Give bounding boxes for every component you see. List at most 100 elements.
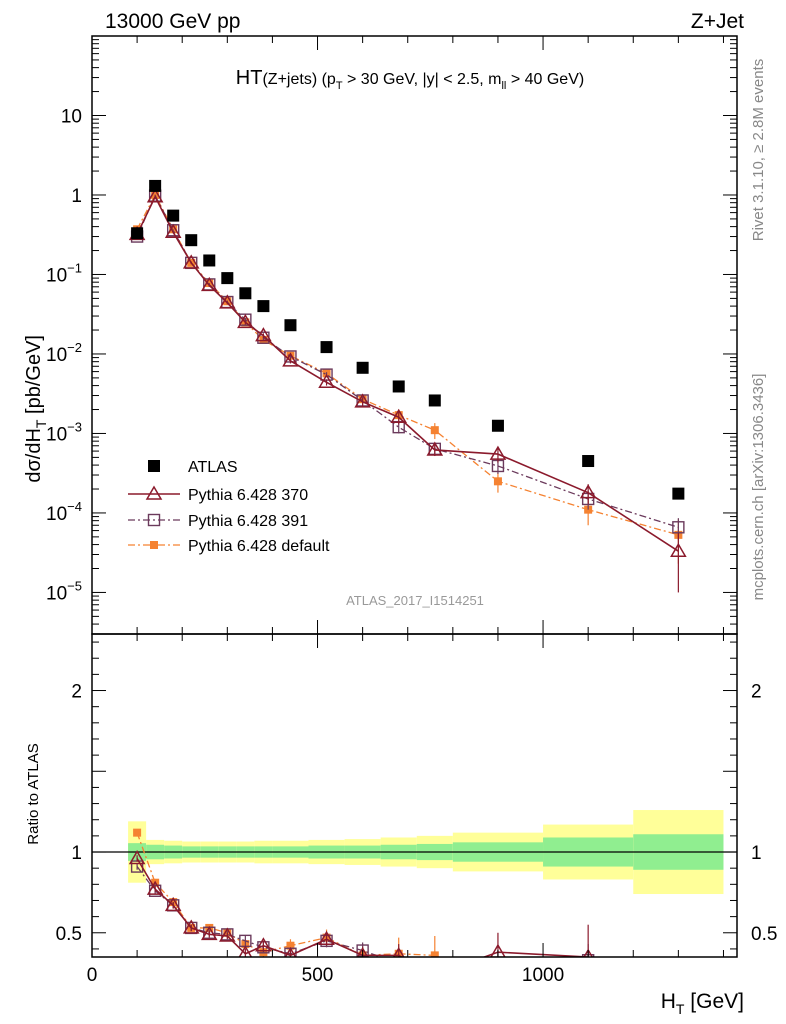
data-point [320,341,333,354]
ratio-point [238,945,253,957]
y-tick-base: 10 [46,424,67,445]
series-line [136,194,679,528]
ratio-point [128,849,146,865]
legend-label: ATLAS [188,459,238,476]
x-tick-label: 1000 [522,965,564,986]
data-point [426,441,444,456]
main-series [128,179,687,593]
y-tick-exp: −2 [67,340,82,355]
data-point [284,319,297,332]
ratio-series-1 [130,860,595,979]
data-point [430,426,439,435]
header-left: 13000 GeV pp [105,10,240,33]
data-point [219,294,236,309]
y-tick-base: 10 [61,106,82,127]
main-ylabel: dσ/dHT [pb/GeV] [23,335,49,483]
data-point [237,313,254,329]
data-point [203,254,216,267]
y-tick-label: 10−3 [46,419,82,445]
x-ticks: 0 500 1000 [87,36,724,986]
ratio-panel: 0 500 1000 0.5 0.5 1 1 2 2 [56,36,777,986]
legend-marker [145,485,163,500]
xlabel: HT [GeV] [661,990,744,1017]
legend-label: Pythia 6.428 391 [188,513,308,530]
series-line [136,193,679,536]
data-point [257,300,270,313]
data-point [428,394,441,407]
y-tick-base: 10 [46,345,67,366]
y-tick-label: 1 [71,186,82,207]
ratio-ylabel: Ratio to ATLAS [25,743,42,844]
ratio-point [429,968,440,979]
ratio-point [219,927,236,942]
y-tick-label: 10−1 [46,260,82,286]
analysis-id: ATLAS_2017_I1514251 [346,593,484,608]
y-tick-exp: −5 [67,578,82,593]
ratio-point [133,828,142,837]
ratio-y-tick-label-right: 0.5 [751,924,777,945]
data-point [489,445,507,460]
data-point [584,505,593,514]
data-point [672,487,685,500]
mcplots-label: mcplots.cern.ch [arXiv:1306.3436] [750,374,767,601]
legend-marker [147,513,161,527]
series-3 [133,190,683,564]
ratio-point [255,937,272,952]
data-point [167,209,180,222]
data-point [164,223,182,238]
ratio-point [583,948,594,957]
ratio-point [393,958,404,969]
header-right: Z+Jet [691,10,744,33]
legend-marker [148,460,160,472]
series-0 [131,179,685,500]
ratio-series-0 [128,849,594,957]
y-tick-label: 10−4 [46,499,82,525]
ratio-series [128,828,595,979]
data-point [491,419,504,432]
x-tick-label: 0 [87,965,98,986]
ratio-y-tick-label-right: 2 [751,682,762,703]
data-point [670,542,687,557]
ratio-point [430,951,439,957]
data-point [146,188,164,203]
ratio-frame [91,633,738,958]
ratio-y-tick-label: 2 [71,682,82,703]
data-point [318,373,335,389]
ratio-point [584,971,592,979]
data-point [390,408,408,423]
y-tick-exp: −3 [67,419,82,434]
ratio-point [492,958,503,969]
legend-label: Pythia 6.428 370 [188,487,308,504]
legend-item-1: Pythia 6.428 370 [128,485,308,504]
ratio-point [146,880,164,895]
ratio-y-ticks: 0.5 0.5 1 1 2 2 [56,641,777,950]
legend-label: Pythia 6.428 default [188,538,330,555]
legend-item-0: ATLAS [148,459,238,476]
data-point [185,234,198,247]
data-point [579,484,597,499]
ratio-point [200,925,218,941]
plot-title: HT(Z+jets) (pT > 30 GeV, |y| < 2.5, mll … [236,67,584,92]
y-tick-base: 10 [46,504,67,525]
legend: ATLAS Pythia 6.428 370 Pythia 6.428 391 Pyt… [128,459,330,555]
ratio-y-tick-label-right: 1 [751,843,762,864]
y-tick-label: 10 [61,106,82,127]
data-point [200,276,218,292]
y-tick-label: 10−2 [46,340,82,366]
ratio-y-tick-label: 0.5 [56,924,82,945]
ratio-point [182,919,200,934]
data-point [582,455,595,468]
y-tick-exp: −1 [67,260,82,275]
x-tick-label: 500 [302,965,334,986]
data-point [493,477,502,486]
y-tick-label: 10−5 [46,578,82,604]
y-tick-base: 10 [46,265,67,286]
data-point [392,380,405,393]
ratio-point [490,943,506,957]
y-tick-base: 10 [46,583,67,604]
y-tick-base: 1 [71,186,82,207]
ratio-point [392,946,405,957]
